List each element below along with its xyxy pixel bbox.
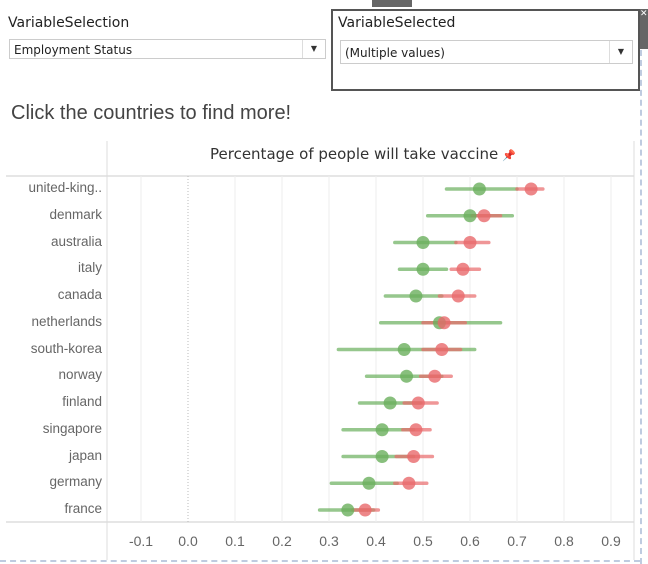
variable-selected-label: VariableSelected (338, 15, 456, 31)
country-label[interactable]: france (64, 501, 102, 516)
variable-selected-value: (Multiple values) (345, 46, 445, 60)
variable-selected-dropdown[interactable]: (Multiple values) ▼ (340, 40, 633, 64)
headline: Click the countries to find more! (11, 102, 292, 124)
data-point (375, 423, 389, 437)
data-point (463, 209, 477, 223)
variable-selection-value: Employment Status (14, 43, 133, 57)
data-point (416, 236, 430, 249)
country-label[interactable]: canada (57, 287, 102, 302)
data-point (463, 236, 477, 249)
data-point (451, 289, 465, 303)
x-tick-label: 0.6 (460, 533, 480, 549)
data-point (341, 503, 355, 517)
variable-selection-label: VariableSelection (8, 15, 130, 31)
data-point (524, 182, 538, 196)
country-label[interactable]: netherlands (31, 313, 102, 329)
data-point (375, 450, 389, 463)
x-tick-label: 0.5 (413, 533, 433, 549)
data-point (362, 476, 376, 490)
data-point (472, 182, 486, 196)
close-icon[interactable]: ✕ (640, 9, 648, 49)
data-point (400, 369, 414, 383)
data-point (407, 450, 421, 463)
x-tick-label: -0.1 (128, 533, 154, 549)
chart-title-text: Percentage of people will take vaccine (210, 145, 499, 163)
data-point (437, 316, 451, 330)
data-point (383, 396, 397, 410)
data-point (409, 423, 423, 437)
variable-selection-dropdown[interactable]: Employment Status ▼ (9, 39, 326, 59)
data-point (397, 343, 411, 356)
country-label[interactable]: united-king.. (28, 180, 102, 195)
data-point (402, 476, 416, 490)
country-label[interactable]: norway (58, 367, 102, 383)
data-point (435, 343, 449, 356)
x-tick-label: 0.7 (507, 533, 527, 549)
data-point (477, 209, 491, 223)
chevron-down-icon[interactable]: ▼ (302, 40, 325, 58)
x-tick-label: 0.9 (601, 533, 621, 549)
container-border (640, 50, 642, 564)
data-point (456, 262, 470, 276)
country-label[interactable]: denmark (49, 206, 102, 222)
data-point (411, 396, 425, 410)
chart-title: Percentage of people will take vaccine 📌 (210, 145, 516, 163)
x-tick-label: 0.3 (319, 533, 339, 549)
country-label[interactable]: japan (68, 447, 102, 463)
country-label[interactable]: germany (49, 474, 102, 490)
country-label[interactable]: italy (77, 260, 102, 276)
data-point (358, 503, 372, 517)
country-label[interactable]: finland (62, 394, 102, 409)
x-tick-label: 0.2 (272, 533, 292, 549)
chevron-down-icon[interactable]: ▼ (609, 41, 632, 63)
data-point (428, 369, 442, 383)
x-tick-label: 0.8 (554, 533, 574, 549)
country-label[interactable]: australia (50, 233, 102, 249)
x-tick-label: 0.1 (225, 533, 245, 549)
drag-handle[interactable] (372, 0, 412, 7)
x-tick-label: 0.4 (366, 533, 386, 549)
pin-icon[interactable]: 📌 (502, 149, 516, 162)
container-border (0, 560, 640, 562)
data-point (416, 262, 430, 276)
x-tick-label: 0.0 (178, 533, 198, 549)
country-label[interactable]: south-korea (30, 340, 102, 356)
data-point (409, 289, 423, 303)
country-label[interactable]: singapore (42, 420, 102, 436)
variable-selected-panel (331, 9, 640, 91)
